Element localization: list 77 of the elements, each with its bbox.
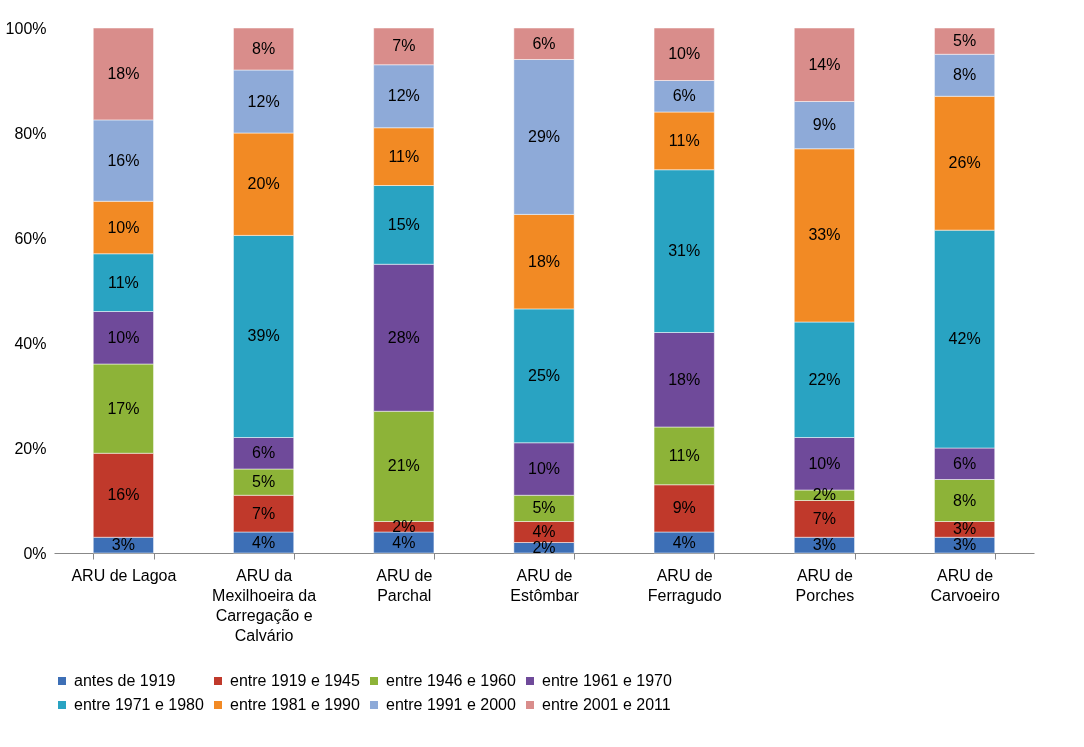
- y-tick-label: 60%: [14, 229, 47, 247]
- data-label: 6%: [672, 87, 696, 105]
- y-tick-label: 100%: [5, 19, 47, 37]
- data-label: 11%: [107, 273, 139, 291]
- legend-label: antes de 1919: [74, 672, 176, 689]
- data-label: 4%: [252, 533, 276, 551]
- data-label: 6%: [532, 34, 556, 52]
- data-label: 11%: [668, 446, 700, 464]
- data-label: 3%: [953, 520, 977, 538]
- data-label: 4%: [532, 523, 556, 540]
- legend-label: entre 1946 e 1960: [386, 672, 516, 689]
- data-label: 8%: [953, 491, 977, 509]
- x-tick-label: ARU da Mexilhoeira da Carregação e Calvário: [212, 566, 317, 644]
- data-label: 9%: [812, 116, 836, 134]
- x-tick-label: ARU de Carvoeiro: [930, 566, 1000, 604]
- data-label: 3%: [812, 536, 836, 554]
- data-label: 17%: [107, 399, 140, 417]
- data-label: 11%: [388, 147, 420, 165]
- data-label: 4%: [392, 533, 416, 551]
- x-tick-label: ARU de Estômbar: [510, 566, 580, 604]
- legend-label: entre 1971 e 1980: [74, 696, 204, 713]
- y-tick-label: 20%: [14, 439, 47, 457]
- legend-label: entre 2001 e 2011: [542, 696, 671, 713]
- data-label: 4%: [672, 533, 696, 551]
- data-label: 12%: [247, 92, 280, 110]
- data-label: 25%: [527, 366, 561, 384]
- data-label: 16%: [107, 486, 140, 504]
- data-label: 10%: [668, 45, 701, 63]
- data-label: 12%: [387, 87, 420, 105]
- data-label: 28%: [387, 328, 420, 346]
- data-label: 31%: [668, 242, 701, 260]
- data-label: 42%: [948, 330, 981, 348]
- x-tick-label: ARU de Porches: [795, 566, 855, 604]
- data-label: 2%: [532, 538, 556, 556]
- data-label: 9%: [672, 499, 696, 517]
- data-label: 3%: [111, 536, 135, 554]
- data-label: 7%: [812, 509, 836, 527]
- data-label: 33%: [808, 226, 841, 244]
- y-tick-label: 40%: [14, 334, 47, 352]
- legend-label: entre 1919 e 1945: [230, 672, 360, 689]
- data-label: 10%: [107, 218, 140, 236]
- y-tick-label: 80%: [14, 124, 47, 142]
- legend-label: entre 1961 e 1970: [542, 672, 672, 689]
- data-label: 29%: [527, 127, 561, 145]
- data-label: 26%: [948, 154, 981, 172]
- x-tick-label: ARU de Lagoa: [71, 566, 177, 584]
- data-label: 2%: [392, 517, 416, 535]
- x-tick-label: ARU de Ferragudo: [647, 566, 722, 604]
- data-label: 10%: [527, 460, 561, 477]
- data-label: 21%: [387, 457, 420, 475]
- x-tick-label: ARU de Parchal: [376, 566, 433, 604]
- data-label: 6%: [252, 444, 276, 462]
- data-label: 10%: [107, 328, 140, 346]
- y-tick-label: 0%: [23, 544, 47, 562]
- data-label: 14%: [808, 55, 841, 73]
- data-label: 16%: [107, 151, 140, 169]
- data-label: 5%: [252, 473, 276, 491]
- data-label: 18%: [668, 370, 701, 388]
- data-label: 39%: [247, 327, 280, 345]
- data-label: 20%: [247, 175, 280, 193]
- data-label: 5%: [953, 32, 977, 50]
- data-label: 18%: [107, 64, 140, 82]
- data-label: 7%: [252, 504, 276, 522]
- data-label: 2%: [812, 486, 836, 504]
- data-label: 15%: [387, 215, 420, 233]
- data-label: 7%: [392, 37, 416, 55]
- data-label: 11%: [668, 131, 700, 149]
- legend-label: entre 1991 e 2000: [386, 696, 516, 713]
- data-label: 8%: [953, 66, 977, 84]
- data-label: 3%: [953, 536, 977, 554]
- data-label: 6%: [953, 454, 977, 472]
- legend-label: entre 1981 e 1990: [230, 696, 360, 713]
- data-label: 5%: [532, 499, 556, 517]
- data-label: 8%: [252, 40, 276, 57]
- data-label: 10%: [808, 454, 841, 472]
- data-label: 22%: [808, 370, 841, 388]
- data-label: 18%: [527, 252, 561, 270]
